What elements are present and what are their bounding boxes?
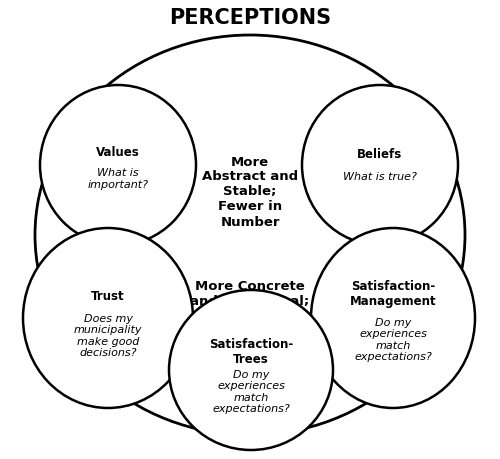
Ellipse shape [302,85,458,245]
Text: Satisfaction-
Management: Satisfaction- Management [350,280,436,308]
Text: Does my
municipality
make good
decisions?: Does my municipality make good decisions… [74,313,142,358]
Ellipse shape [169,290,333,450]
Text: Values: Values [96,146,140,159]
Ellipse shape [23,228,193,408]
Text: More Concrete
and Contextual;
More Numerous: More Concrete and Contextual; More Numer… [190,280,310,324]
Text: Satisfaction-
Trees: Satisfaction- Trees [209,338,293,366]
Text: Beliefs: Beliefs [358,149,403,162]
Text: Do my
experiences
match
expectations?: Do my experiences match expectations? [212,369,290,414]
Text: More
Abstract and
Stable;
Fewer in
Number: More Abstract and Stable; Fewer in Numbe… [202,156,298,229]
Text: What is true?: What is true? [343,172,417,182]
Ellipse shape [311,228,475,408]
Text: Do my
experiences
match
expectations?: Do my experiences match expectations? [354,318,432,363]
Text: PERCEPTIONS: PERCEPTIONS [169,8,331,28]
Ellipse shape [40,85,196,245]
Text: What is
important?: What is important? [88,168,148,190]
Text: Trust: Trust [91,290,125,302]
